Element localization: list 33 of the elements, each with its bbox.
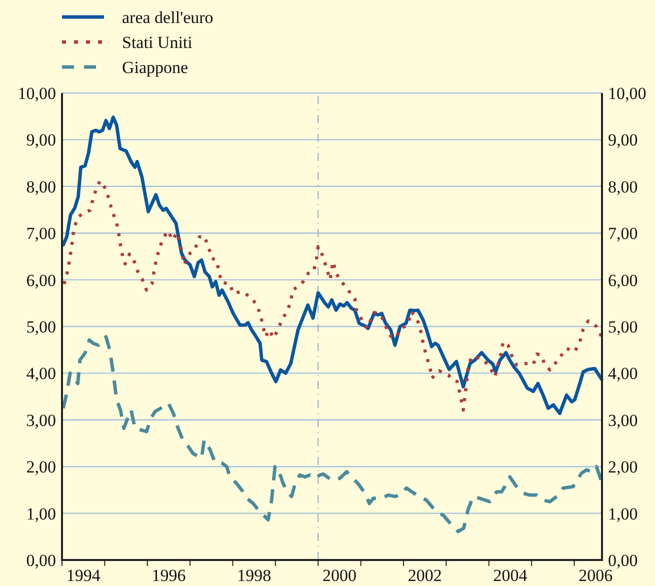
line-series bbox=[62, 335, 604, 534]
y-tick-label: 8,00 bbox=[26, 177, 56, 196]
line-series bbox=[62, 116, 604, 416]
x-tick-label: 2000 bbox=[322, 566, 356, 585]
legend-label: area dell'euro bbox=[122, 8, 214, 27]
legend-label: Giappone bbox=[122, 58, 188, 77]
line-series bbox=[62, 179, 604, 412]
y-tick-label: 1,00 bbox=[26, 504, 56, 524]
x-tick-label: 1996 bbox=[152, 566, 186, 585]
y-tick-label: 9,00 bbox=[26, 130, 56, 150]
y-tick-label: 4,00 bbox=[26, 364, 56, 384]
y-tick-label: 2,00 bbox=[26, 458, 56, 477]
y2-tick-label: 7,00 bbox=[608, 224, 638, 244]
y2-tick-label: 8,00 bbox=[608, 177, 638, 196]
y2-tick-label: 6,00 bbox=[608, 270, 638, 290]
x-tick-label: 1994 bbox=[66, 566, 101, 585]
y2-tick-label: 2,00 bbox=[608, 458, 638, 477]
y-tick-label: 10,00 bbox=[18, 84, 56, 103]
y-tick-label: 5,00 bbox=[26, 318, 56, 336]
y2-tick-label: 3,00 bbox=[608, 410, 638, 430]
y-tick-label: 7,00 bbox=[26, 224, 56, 244]
y-tick-label: 0,00 bbox=[26, 551, 56, 570]
x-tick-label: 2002 bbox=[408, 566, 442, 585]
legend-label: Stati Uniti bbox=[122, 33, 193, 52]
y2-tick-label: 10,00 bbox=[608, 84, 646, 103]
y-tick-label: 3,00 bbox=[26, 410, 56, 430]
y-tick-label: 6,00 bbox=[26, 270, 56, 290]
y2-tick-label: 1,00 bbox=[608, 504, 638, 524]
y2-tick-label: 5,00 bbox=[608, 318, 638, 336]
x-tick-label: 1998 bbox=[237, 566, 272, 585]
y2-tick-label: 4,00 bbox=[608, 364, 638, 384]
x-tick-label: 2004 bbox=[493, 566, 528, 585]
y2-tick-label: 9,00 bbox=[608, 130, 638, 150]
